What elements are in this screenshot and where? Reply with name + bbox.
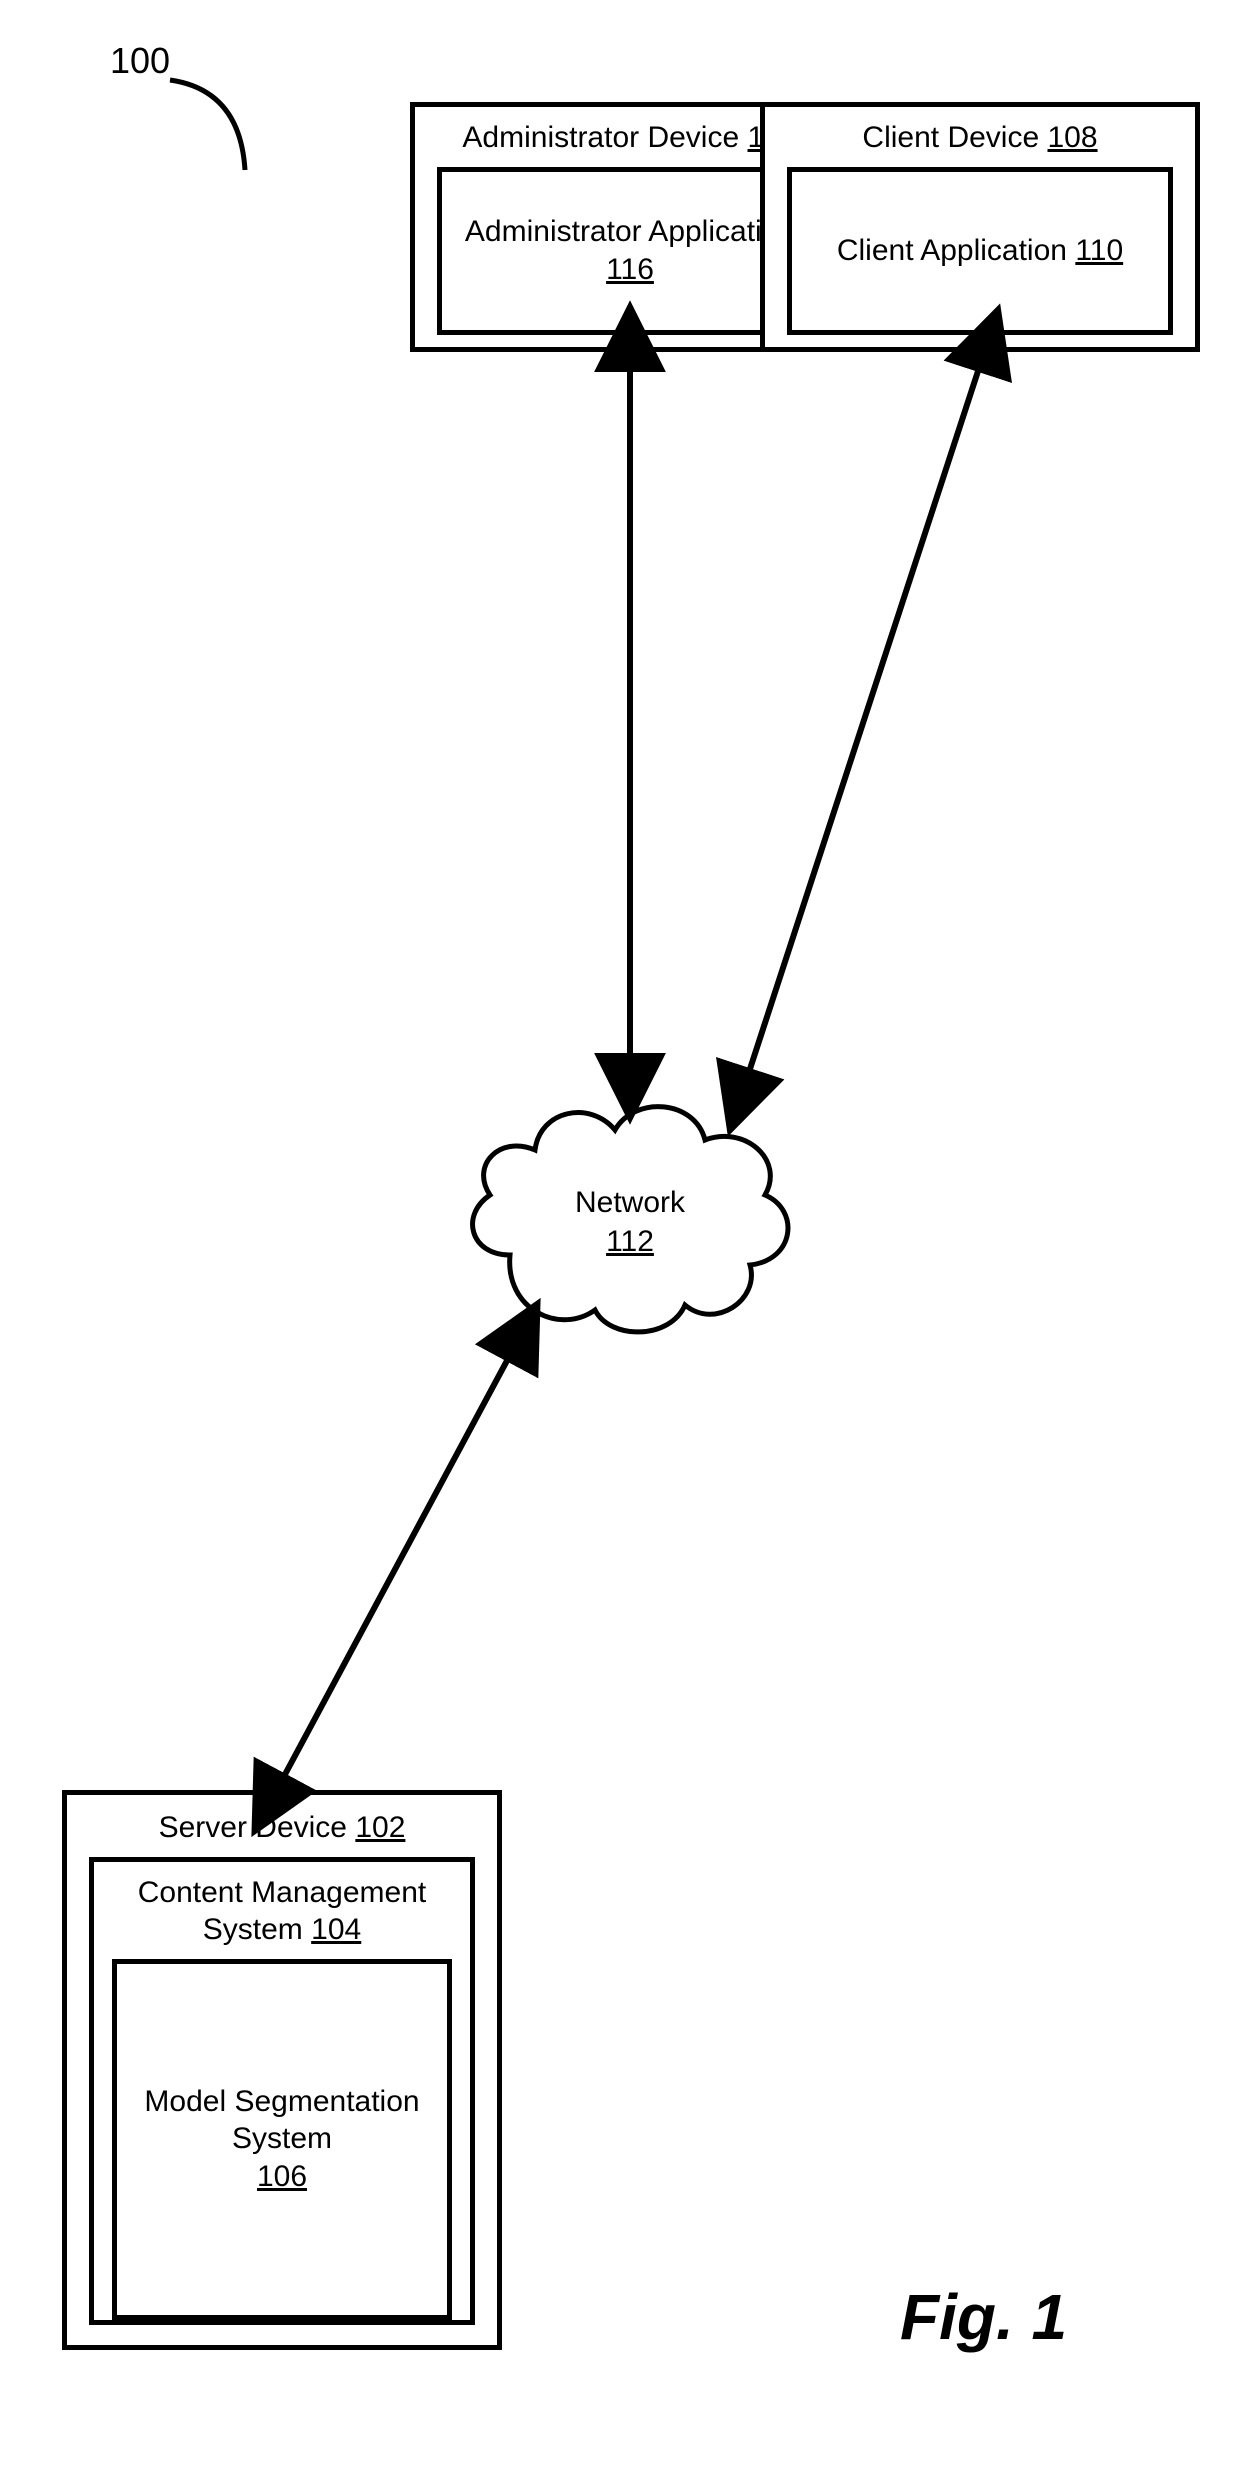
- arrows-layer: [0, 0, 1240, 2490]
- diagram-canvas: 100 Administrator Device 104 Administrat…: [0, 0, 1240, 2490]
- figure-label-text: Fig. 1: [900, 2281, 1067, 2353]
- figure-label: Fig. 1: [900, 2280, 1067, 2354]
- arrow-client-cloud: [748, 365, 980, 1075]
- arrow-server-cloud: [282, 1355, 510, 1780]
